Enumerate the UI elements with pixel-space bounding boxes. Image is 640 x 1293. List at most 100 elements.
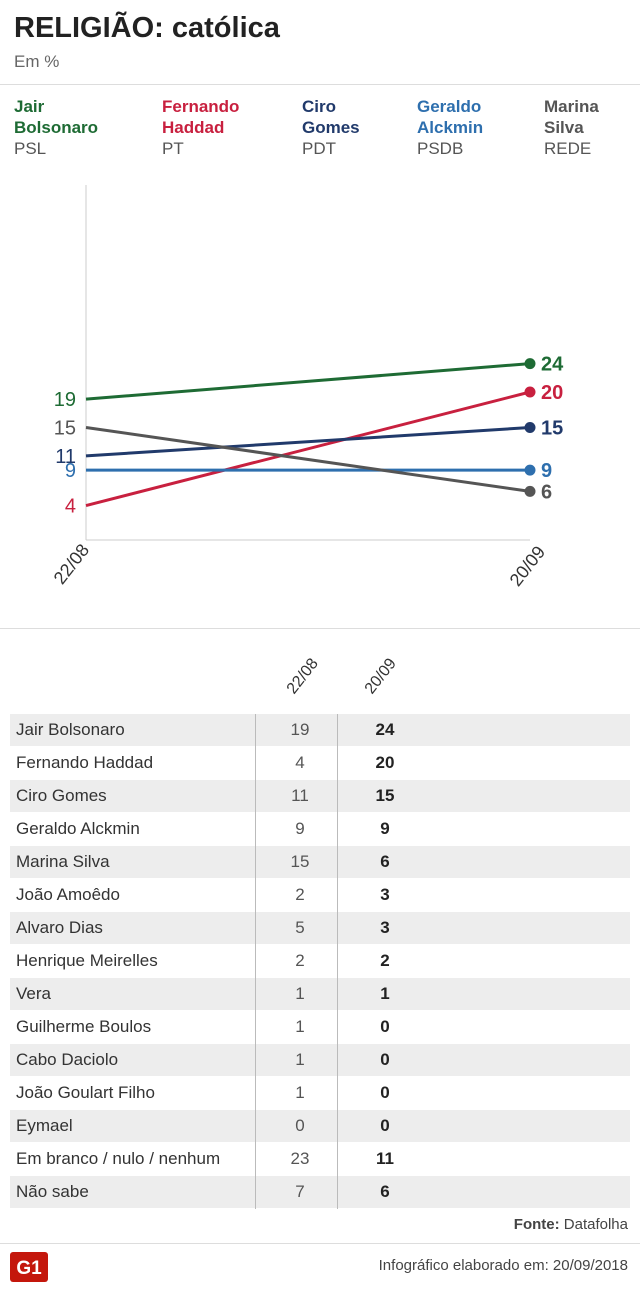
row-value-2009: 24 — [375, 720, 395, 739]
table-row: Eymael 0 0 — [10, 1110, 630, 1142]
divider — [0, 1243, 640, 1244]
legend-item-alckmin: Geraldo Alckmin PSDB — [417, 97, 484, 158]
table-row: Cabo Daciolo 1 0 — [10, 1044, 630, 1076]
data-point — [524, 386, 536, 398]
series-line — [85, 426, 531, 458]
data-label-end: 6 — [541, 481, 552, 503]
table-row: Vera 1 1 — [10, 978, 630, 1010]
column-separator — [337, 714, 338, 1209]
row-value-2208: 1 — [295, 1050, 305, 1069]
row-value-2009: 3 — [380, 918, 390, 937]
series-line — [85, 362, 531, 401]
row-value-2009: 0 — [380, 1017, 390, 1036]
row-name: Marina Silva — [16, 852, 110, 871]
row-value-2208: 1 — [295, 1083, 305, 1102]
table-row: Ciro Gomes 11 15 — [10, 780, 630, 812]
table-row: Guilherme Boulos 1 0 — [10, 1011, 630, 1043]
row-name: Geraldo Alckmin — [16, 819, 140, 838]
line-chart: 22/08 20/09 19 24 4 20 11 15 9 9 15 6 — [50, 185, 564, 590]
series-line — [85, 390, 531, 508]
table-row: Geraldo Alckmin 9 9 — [10, 813, 630, 845]
x-tick-label: 20/09 — [506, 542, 549, 590]
data-label-start: 15 — [54, 418, 76, 440]
data-point — [524, 485, 536, 497]
row-value-2208: 5 — [295, 918, 305, 937]
legend: Jair Bolsonaro PSL Fernando Haddad PT Ci… — [0, 96, 640, 166]
row-value-2208: 0 — [295, 1116, 305, 1135]
table-row: Marina Silva 15 6 — [10, 846, 630, 878]
row-value-2208: 9 — [295, 819, 305, 838]
row-value-2009: 0 — [380, 1050, 390, 1069]
row-name: Henrique Meirelles — [16, 951, 158, 970]
column-header-2208: 22/08 — [283, 655, 322, 698]
table-row: Alvaro Dias 5 3 — [10, 912, 630, 944]
row-name: João Goulart Filho — [16, 1083, 155, 1102]
series-line — [85, 426, 531, 493]
divider — [0, 84, 640, 85]
row-value-2009: 2 — [380, 951, 390, 970]
row-name: Fernando Haddad — [16, 753, 154, 772]
row-value-2208: 11 — [291, 786, 309, 805]
row-value-2208: 7 — [295, 1182, 305, 1201]
data-label-start: 9 — [65, 460, 76, 482]
data-label-start: 4 — [65, 496, 76, 518]
data-label-end: 20 — [541, 382, 563, 404]
row-name: Jair Bolsonaro — [16, 720, 125, 739]
table-row: Fernando Haddad 4 20 — [10, 747, 630, 779]
legend-item-bolsonaro: Jair Bolsonaro PSL — [14, 97, 99, 158]
row-value-2208: 2 — [295, 951, 305, 970]
row-name: Cabo Daciolo — [16, 1050, 119, 1069]
table-row: João Goulart Filho 1 0 — [10, 1077, 630, 1109]
row-value-2009: 0 — [380, 1083, 390, 1102]
page-title: RELIGIÃO: católica — [14, 12, 280, 44]
row-value-2009: 6 — [380, 852, 390, 871]
data-point — [524, 358, 536, 370]
row-value-2208: 15 — [290, 852, 310, 871]
row-value-2208: 2 — [295, 885, 305, 904]
row-value-2009: 9 — [380, 819, 390, 838]
source: Fonte: Datafolha — [513, 1216, 628, 1233]
table-row: Em branco / nulo / nenhum 23 11 — [10, 1143, 630, 1175]
row-value-2009: 3 — [380, 885, 390, 904]
row-value-2009: 6 — [380, 1182, 390, 1201]
column-separator — [255, 714, 256, 1209]
row-name: Ciro Gomes — [16, 786, 107, 805]
row-value-2208: 4 — [295, 753, 305, 772]
row-name: Eymael — [16, 1116, 73, 1135]
data-label-start: 11 — [55, 446, 76, 468]
data-label-end: 15 — [541, 418, 563, 440]
data-point — [524, 422, 536, 433]
row-name: João Amoêdo — [16, 885, 120, 904]
table-row: João Amoêdo 2 3 — [10, 879, 630, 911]
row-value-2208: 1 — [295, 984, 305, 1003]
g1-logo: G1 — [10, 1252, 48, 1282]
x-tick-label: 22/08 — [50, 540, 93, 588]
divider — [0, 628, 640, 629]
row-value-2009: 20 — [375, 753, 395, 772]
row-name: Em branco / nulo / nenhum — [16, 1149, 221, 1168]
row-value-2009: 11 — [376, 1149, 394, 1168]
row-name: Não sabe — [16, 1182, 89, 1201]
data-label-start: 19 — [54, 389, 76, 411]
data-label-end: 24 — [541, 354, 564, 376]
table-row: Jair Bolsonaro 19 24 — [10, 714, 630, 746]
legend-item-haddad: Fernando Haddad PT — [162, 97, 240, 158]
page-subtitle: Em % — [14, 52, 60, 71]
row-value-2208: 23 — [290, 1149, 310, 1168]
row-value-2009: 0 — [380, 1116, 390, 1135]
row-value-2208: 1 — [295, 1017, 305, 1036]
column-header-2009: 20/09 — [361, 655, 400, 698]
legend-item-marina: Marina Silva REDE — [544, 97, 599, 158]
table-row: Henrique Meirelles 2 2 — [10, 945, 630, 977]
row-value-2208: 19 — [290, 720, 310, 739]
row-name: Vera — [16, 984, 51, 1003]
data-label-end: 9 — [541, 460, 552, 482]
svg-text:G1: G1 — [16, 1258, 42, 1279]
credit: Infográfico elaborado em: 20/09/2018 — [378, 1257, 628, 1274]
row-name: Guilherme Boulos — [16, 1017, 152, 1036]
row-value-2009: 15 — [375, 786, 395, 805]
row-value-2009: 1 — [380, 984, 390, 1003]
data-point — [524, 464, 536, 476]
table-row: Não sabe 7 6 — [10, 1176, 630, 1208]
row-name: Alvaro Dias — [16, 918, 103, 937]
